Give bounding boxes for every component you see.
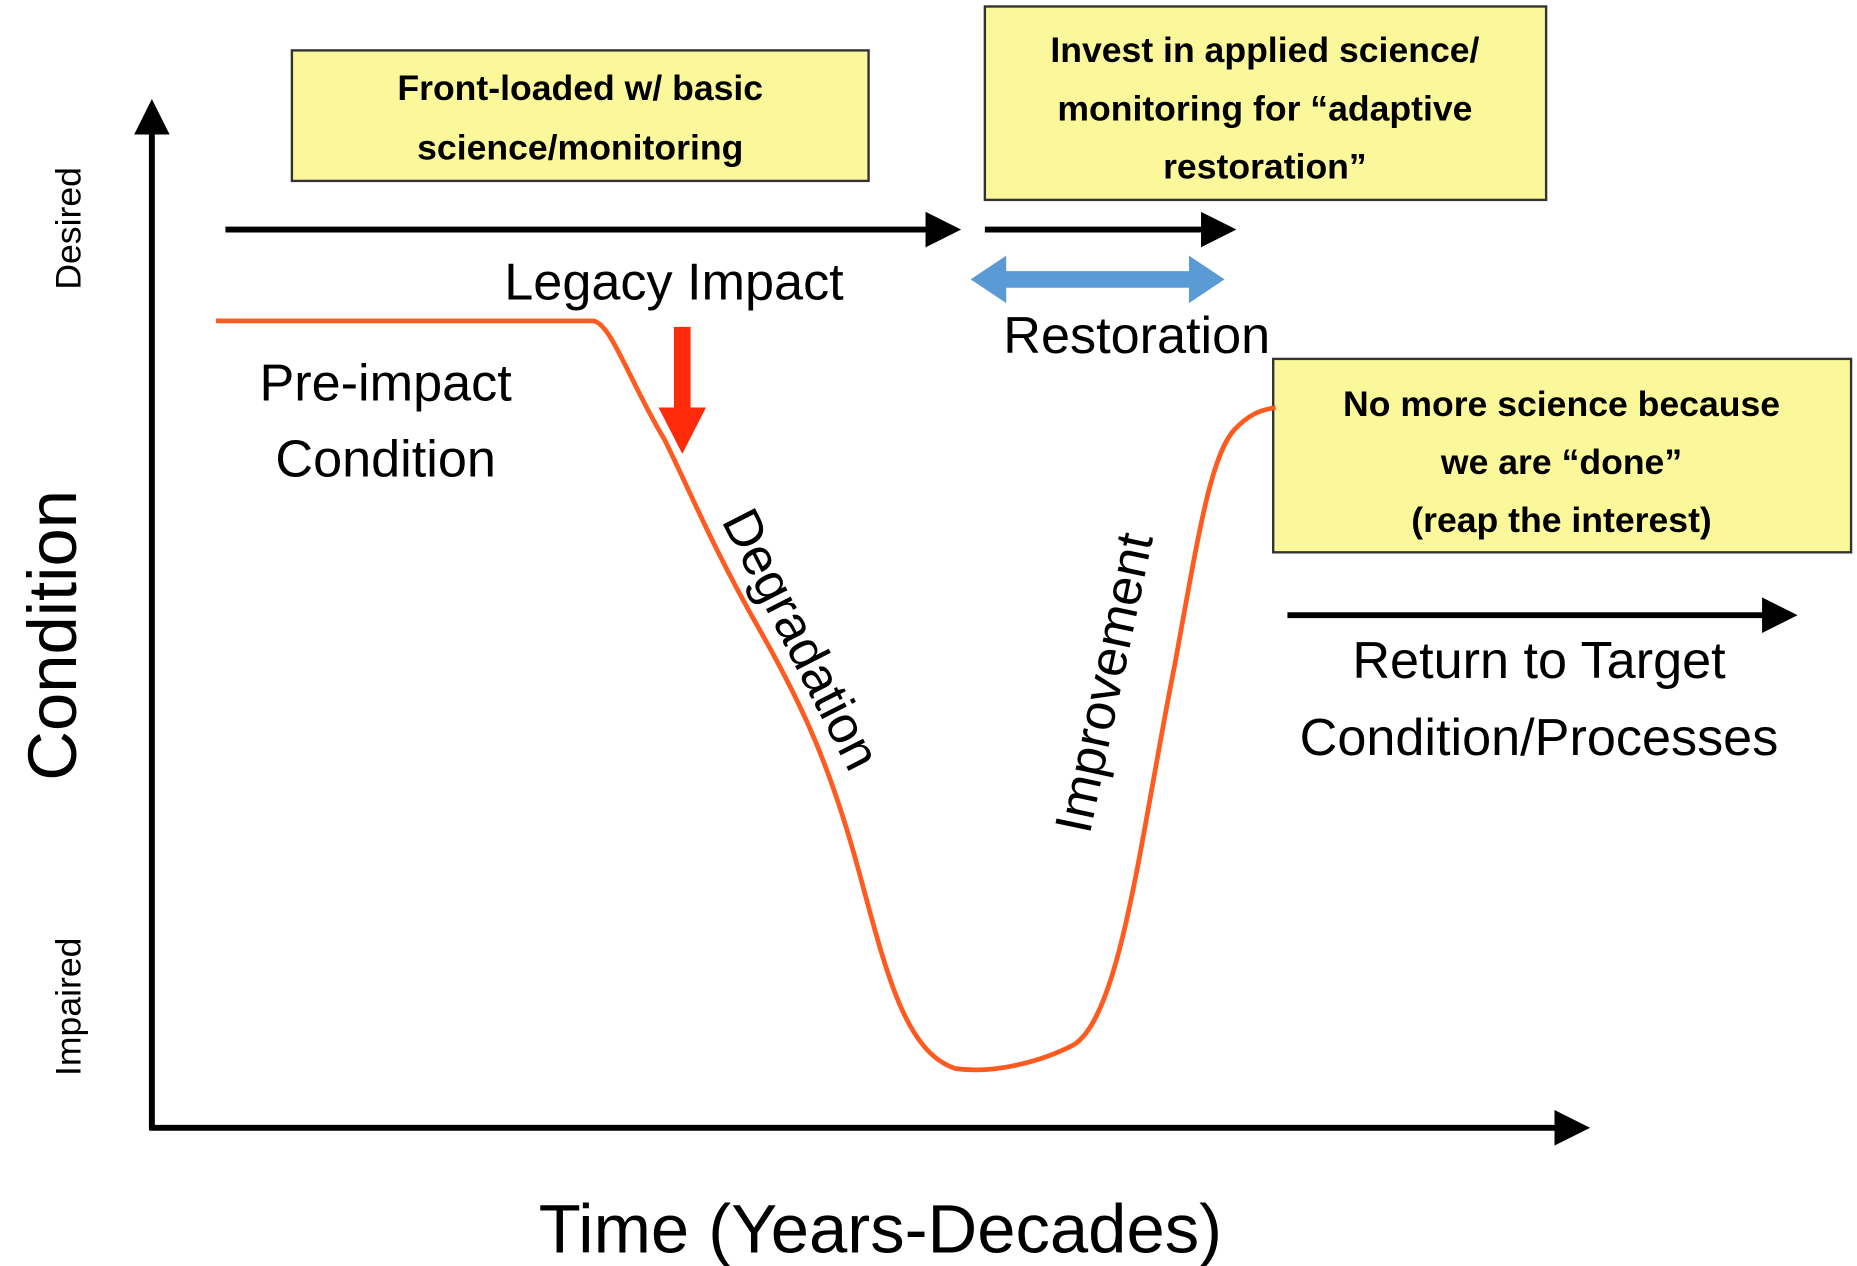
box-text: No more science because (1343, 384, 1780, 424)
box-text: monitoring for “adaptive (1057, 88, 1472, 128)
x-axis-title: Time (Years-Decades) (539, 1190, 1222, 1266)
label: Return to Target (1352, 632, 1726, 690)
label: Condition/Processes (1300, 709, 1779, 767)
label: Condition (275, 430, 495, 488)
label: Legacy Impact (504, 254, 844, 312)
label: Restoration (1003, 307, 1270, 365)
box-text: Invest in applied science/ (1050, 30, 1479, 70)
y-axis-title: Condition (14, 490, 91, 781)
box-text: Front-loaded w/ basic (397, 68, 763, 108)
y-axis-label: Desired (49, 167, 89, 290)
box-text: science/monitoring (417, 128, 743, 168)
label: Pre-impact (259, 354, 512, 412)
label: Degradation (710, 500, 891, 780)
note-box (1272, 357, 1853, 554)
impact-arrow (658, 326, 707, 454)
box-text: (reap the interest) (1411, 500, 1712, 540)
condition-curve (215, 318, 1276, 1073)
note-box (290, 49, 870, 183)
box-text: we are “done” (1440, 442, 1682, 482)
label: Improvement (1045, 527, 1165, 837)
box-text: restoration” (1163, 147, 1367, 187)
y-axis-label: Impaired (49, 938, 89, 1076)
note-box (983, 5, 1548, 202)
restoration-arrow (970, 255, 1225, 304)
